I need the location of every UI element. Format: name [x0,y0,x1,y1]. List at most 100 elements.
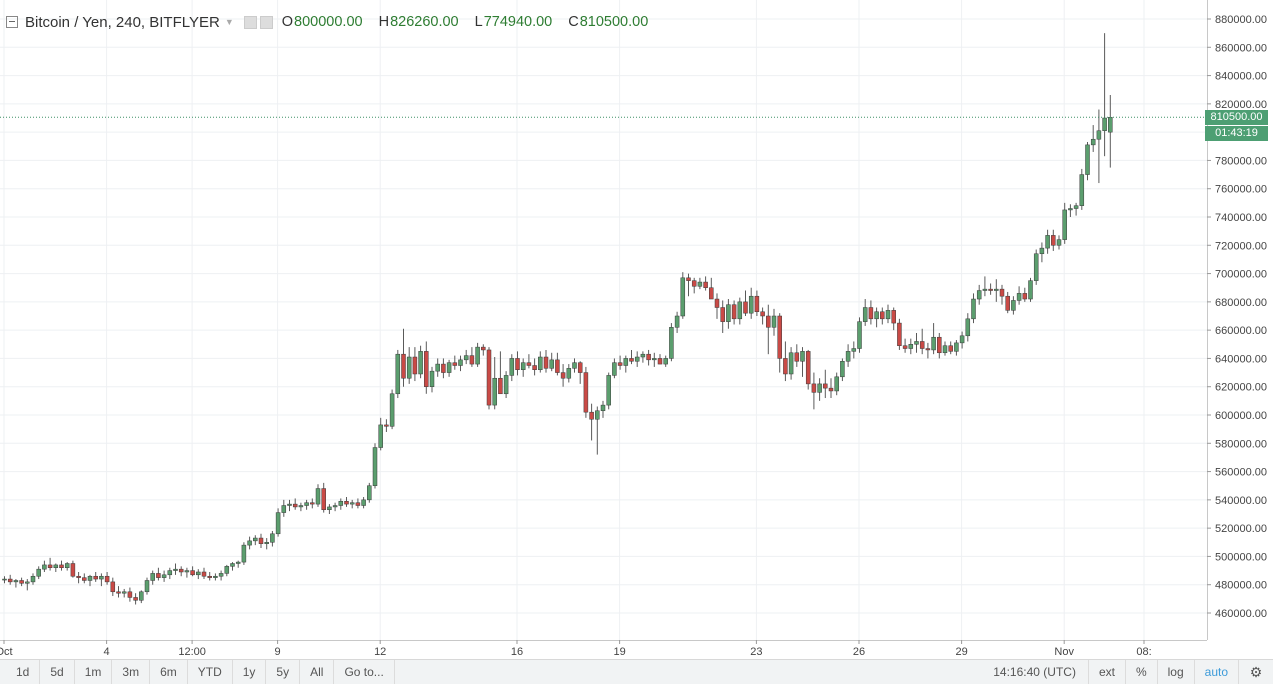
candle-body [287,503,292,506]
range-1d[interactable]: 1d [0,660,41,684]
candle-body [748,295,754,314]
dropdown-caret-icon[interactable]: ▼ [224,17,234,27]
candle-body [777,315,782,359]
candle-body [538,356,543,370]
candle-body [344,501,349,505]
candle-body [327,506,332,511]
candle-body [253,537,258,542]
candle-body [332,505,338,508]
candle-body [281,505,287,513]
candle-body [53,564,59,568]
candle-body [304,502,309,506]
candle-body [424,351,429,387]
range-5d[interactable]: 5d [40,660,75,684]
candle-body [1085,144,1090,175]
candle-body [230,563,235,567]
candlestick-chart[interactable]: 460000.00 480000.00 500000.00 520000.00 5400… [0,0,1273,660]
candle-body [207,575,212,578]
y-tick-label: 620000.00 [1215,382,1267,394]
x-tick-label: Nov [1054,646,1074,658]
candle-body [509,358,515,376]
candle-body [1079,174,1085,206]
candle-body [1045,235,1050,249]
x-tick-label: 29 [955,646,967,658]
candle-body [606,375,611,406]
candle-body [954,342,959,352]
candle-body [612,362,617,376]
candle-body [218,573,224,577]
candle-body [99,575,104,580]
candle-body [184,570,190,573]
log-toggle[interactable]: log [1158,660,1195,684]
candle-body [686,277,691,281]
percent-toggle[interactable]: % [1126,660,1158,684]
candle-body [680,277,686,317]
ext-toggle[interactable]: ext [1089,660,1126,684]
auto-toggle[interactable]: auto [1195,660,1239,684]
candle-body [520,362,526,370]
candle-body [965,318,971,337]
gear-icon[interactable]: ⚙ [1249,664,1263,680]
range-3m[interactable]: 3m [112,660,151,684]
candle-body [167,570,173,576]
utc-clock[interactable]: 14:16:40 (UTC) [981,660,1089,684]
candle-body [925,348,931,351]
candle-body [292,503,298,508]
candle-body [258,537,264,544]
y-tick-label: 480000.00 [1215,580,1267,592]
y-tick-label: 460000.00 [1215,608,1267,620]
candle-body [156,573,161,578]
candle-body [127,591,133,598]
symbol-title[interactable]: Bitcoin / Yen, 240, BITFLYER [25,13,220,31]
candle-body [25,581,30,584]
candle-body [731,304,737,320]
candle-body [817,383,822,393]
candle-body [47,564,53,568]
candle-body [737,301,743,320]
ohlc-close: C810500.00 [568,14,649,30]
candle-body [481,346,486,351]
candle-body [36,568,41,577]
candle-body [406,356,412,379]
candle-body [971,298,976,320]
chart-area[interactable]: 460000.00 480000.00 500000.00 520000.00 5400… [0,0,1273,660]
candle-body [196,571,201,576]
collapse-icon[interactable] [6,16,18,28]
candle-body [1068,208,1073,211]
settings-icon[interactable] [259,15,273,29]
candle-body [937,336,942,354]
candle-body [1039,247,1045,255]
range-5y[interactable]: 5y [266,660,301,684]
candle-body [64,563,70,568]
candle-body [709,287,714,300]
y-tick-label: 680000.00 [1215,297,1267,309]
x-tick-label: 26 [853,646,865,658]
y-tick-label: 780000.00 [1215,155,1267,167]
candle-body [1016,293,1022,301]
candle-body [788,352,794,375]
candle-body [139,591,144,601]
candle-body [42,564,47,570]
candle-body [59,564,64,568]
candle-body [144,580,150,593]
candle-body [1028,280,1033,300]
visibility-icon[interactable] [243,15,257,29]
candle-body [270,533,275,543]
candle-body [743,301,748,314]
candle-body [851,348,857,352]
candle-body [2,578,7,581]
range-ytd[interactable]: YTD [188,660,233,684]
candle-body [429,370,435,387]
candle-body [994,288,999,291]
candle-body [726,304,731,322]
goto-button[interactable]: Go to... [334,660,395,684]
x-tick-label: 16 [511,646,523,658]
candle-body [862,307,868,322]
range-all[interactable]: All [300,660,335,684]
range-1m[interactable]: 1m [75,660,113,684]
range-1y[interactable]: 1y [233,660,267,684]
candle-body [634,356,640,362]
candle-body [703,281,708,288]
y-tick-label: 560000.00 [1215,467,1267,479]
range-6m[interactable]: 6m [150,660,188,684]
